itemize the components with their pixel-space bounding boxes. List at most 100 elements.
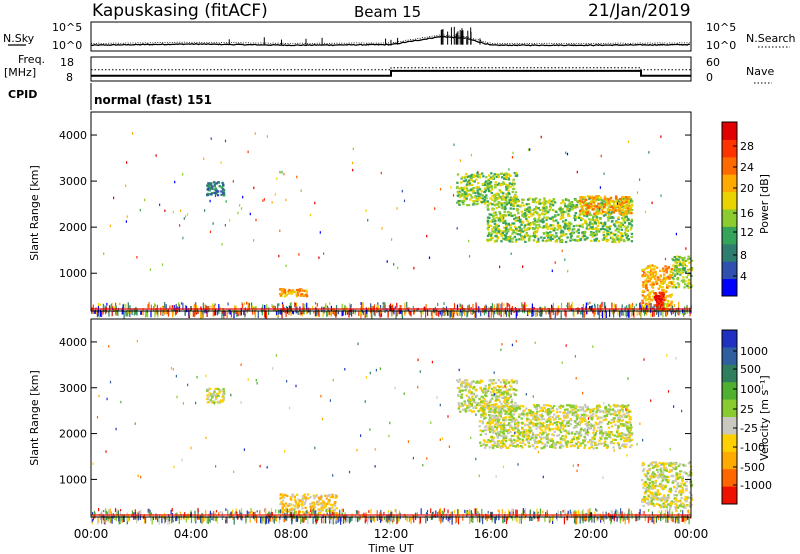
rti-cell	[565, 431, 569, 434]
rti-cell	[622, 443, 626, 446]
rti-cell	[493, 406, 496, 409]
rti-cell	[534, 422, 537, 426]
rti-cell	[326, 305, 329, 308]
rti-cell	[457, 202, 460, 205]
rti-cell	[546, 418, 550, 421]
rti-cell	[568, 209, 571, 212]
rti-cell	[617, 432, 620, 436]
rti-cell	[283, 496, 286, 499]
rti-cell	[581, 223, 584, 226]
rti-cell	[502, 426, 506, 429]
rti-cell	[585, 201, 588, 204]
rti-cell	[213, 391, 216, 394]
rti-cell	[206, 310, 208, 317]
rti-cell	[544, 428, 547, 431]
rti-cell	[559, 206, 562, 209]
rti-cell	[458, 190, 461, 193]
rti-cell	[644, 299, 648, 302]
rti-cell	[507, 214, 511, 217]
rti-cell	[507, 178, 511, 181]
rti-cell	[535, 405, 539, 408]
rti-cell	[560, 215, 563, 218]
rti-cell	[620, 414, 624, 417]
rti-cell	[534, 415, 537, 418]
rti-cell	[461, 201, 464, 204]
rti-cell	[449, 310, 451, 318]
rti-cell	[598, 405, 602, 409]
rti-cell	[439, 310, 441, 315]
rti-cell	[495, 235, 498, 238]
rti-cell	[465, 197, 468, 200]
rti-cell	[494, 186, 497, 189]
rti-speckle	[450, 186, 452, 189]
rti-cell	[489, 391, 492, 394]
rti-cell	[584, 205, 587, 208]
rti-cell	[517, 421, 520, 424]
rti-cell	[653, 292, 656, 295]
rti-cell	[556, 426, 560, 429]
rti-cell	[579, 416, 582, 419]
rti-cell	[523, 424, 527, 427]
rti-cell	[485, 176, 488, 179]
rti-cell	[195, 302, 197, 309]
rti-cell	[206, 394, 209, 397]
rti-cell	[605, 204, 608, 207]
rti-cell	[560, 302, 563, 308]
rti-cell	[513, 425, 517, 428]
rti-cell	[671, 462, 675, 465]
rti-cell	[295, 502, 298, 505]
rti-cell	[579, 444, 582, 447]
rti-cell	[553, 421, 556, 425]
rti-cell	[619, 311, 621, 318]
rti-cell	[611, 238, 615, 241]
rti-cell	[206, 389, 209, 392]
rti-cell	[251, 305, 253, 309]
rti-cell	[617, 409, 620, 412]
rti-cell	[640, 302, 642, 305]
rti-cell	[317, 496, 320, 499]
rti-cell	[490, 387, 494, 390]
rti-cell	[519, 434, 522, 437]
rti-cell	[499, 426, 503, 429]
rti-cell	[498, 386, 501, 389]
rti-cell	[512, 388, 516, 391]
rti-cell	[505, 400, 509, 403]
rti-cell	[549, 445, 552, 448]
rti-cell	[333, 512, 336, 515]
rti-cell	[559, 438, 563, 441]
rti-cell	[620, 419, 624, 423]
rti-cell	[506, 302, 508, 309]
rti-cell	[495, 239, 498, 242]
rti-cell	[568, 226, 571, 229]
rti-cell	[592, 447, 595, 450]
rti-cell	[648, 297, 651, 301]
rti-cell	[501, 197, 504, 200]
rti-cell	[565, 445, 569, 448]
rti-cell	[298, 288, 302, 291]
freq-panel	[90, 56, 692, 82]
y-tick-label: 4000	[59, 129, 87, 142]
rti-speckle	[351, 161, 354, 165]
rti-cell	[520, 223, 523, 226]
rti-cell	[625, 407, 629, 410]
rti-cell	[626, 439, 629, 442]
rti-cell	[505, 201, 508, 204]
rti-cell	[626, 411, 629, 414]
rti-cell	[583, 439, 586, 442]
rti-cell	[300, 502, 303, 505]
rti-cell	[611, 408, 615, 411]
rti-cell	[511, 240, 514, 243]
rti-cell	[587, 228, 591, 231]
rti-cell	[542, 422, 545, 425]
y-tick-label: 3000	[59, 175, 87, 188]
rti-cell	[438, 310, 440, 317]
rti-cell	[467, 399, 470, 402]
rti-cell	[164, 302, 166, 309]
rti-cell	[280, 496, 283, 499]
rti-cell	[615, 221, 619, 224]
rti-cell	[677, 283, 681, 286]
rti-cell	[599, 203, 603, 206]
rti-cell	[668, 285, 671, 288]
rti-cell	[301, 498, 304, 501]
rti-cell	[507, 237, 510, 240]
